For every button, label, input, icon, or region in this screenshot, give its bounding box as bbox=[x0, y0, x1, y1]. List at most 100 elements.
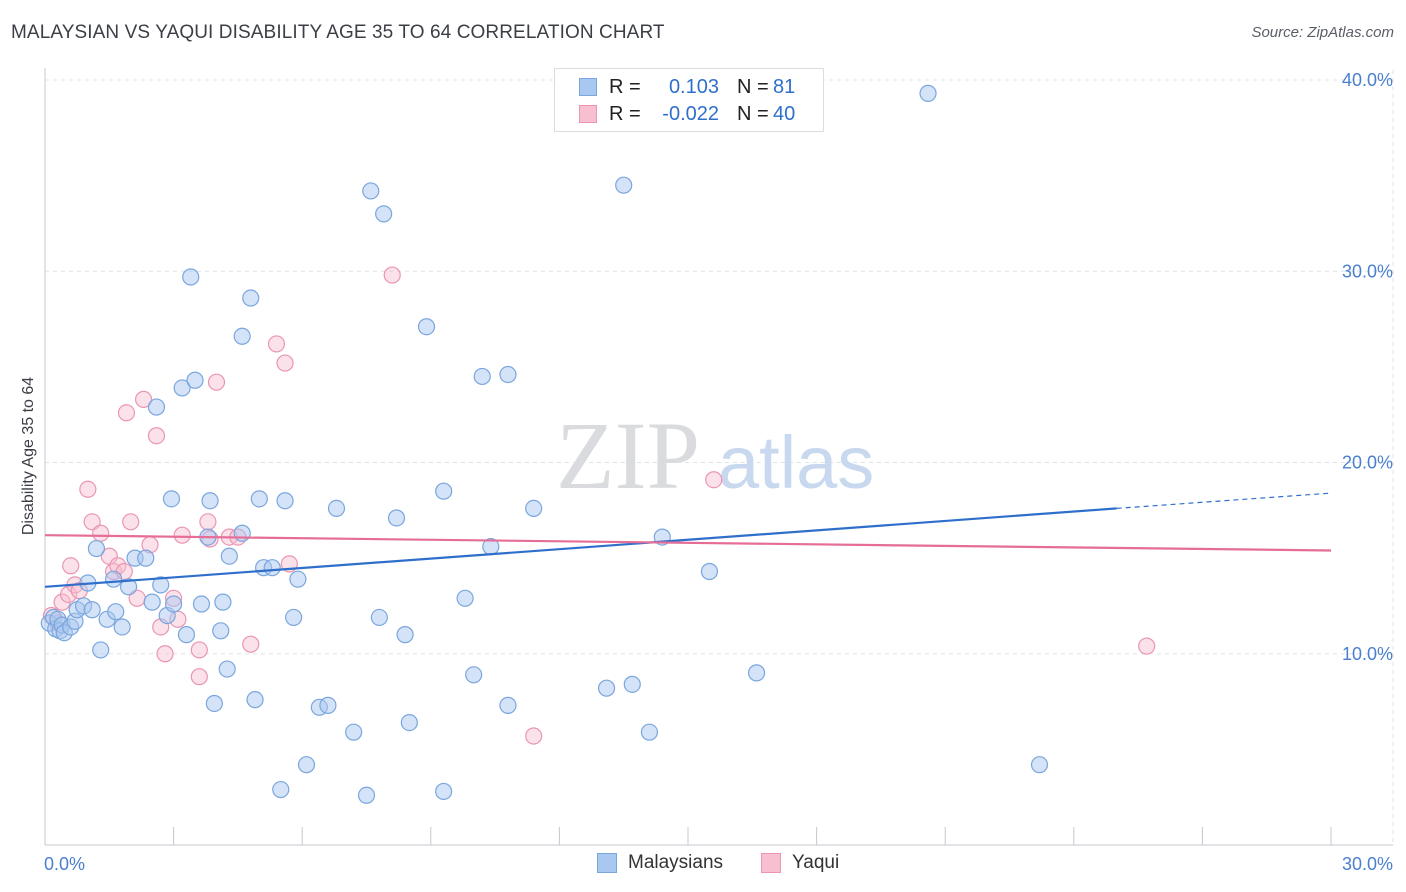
malaysians-point bbox=[182, 268, 200, 286]
malaysians-point bbox=[205, 694, 223, 713]
malaysians-point bbox=[499, 365, 517, 384]
malaysians-point bbox=[186, 371, 204, 389]
yaqui-point bbox=[147, 427, 166, 445]
source-label: Source: ZipAtlas.com bbox=[1251, 24, 1394, 41]
legend-swatch-yaqui bbox=[579, 105, 597, 123]
malaysians-point bbox=[177, 626, 196, 644]
legend-r-label: R = bbox=[609, 75, 641, 98]
yaqui-point bbox=[156, 645, 174, 663]
malaysians-point bbox=[250, 490, 268, 508]
x-tick-label: 30.0% bbox=[1342, 854, 1393, 874]
yaqui-point bbox=[59, 585, 78, 604]
malaysians-point bbox=[456, 589, 474, 607]
malaysians-point bbox=[165, 595, 183, 613]
malaysians-trend-line bbox=[44, 507, 1117, 588]
legend-n-label: N = bbox=[737, 75, 769, 98]
malaysians-point bbox=[263, 559, 281, 577]
malaysians-point bbox=[345, 723, 363, 741]
yaqui-point bbox=[705, 471, 723, 489]
malaysians-point bbox=[233, 327, 251, 345]
malaysians-point bbox=[435, 482, 453, 500]
legend-label-yaqui: Yaqui bbox=[792, 852, 840, 873]
x-tick-labels: 0.0% 30.0% bbox=[44, 854, 1393, 874]
malaysians-point bbox=[107, 603, 125, 621]
yaqui-point bbox=[207, 373, 226, 391]
yaqui-point bbox=[1138, 637, 1156, 655]
malaysians-points bbox=[40, 84, 1049, 804]
malaysians-point bbox=[435, 782, 453, 801]
chart-title: MALAYSIAN VS YAQUI DISABILITY AGE 35 TO … bbox=[11, 22, 665, 43]
malaysians-point bbox=[700, 562, 719, 581]
malaysians-point bbox=[1030, 756, 1049, 774]
yaqui-point bbox=[117, 404, 136, 422]
malaysians-point bbox=[289, 570, 307, 588]
legend-label-malaysians: Malaysians bbox=[628, 852, 724, 873]
legend-r-value: -0.022 bbox=[662, 102, 719, 125]
axes bbox=[44, 68, 1393, 846]
legend-swatch-yaqui bbox=[761, 853, 781, 873]
legend-item-yaqui[interactable]: Yaqui bbox=[761, 852, 839, 874]
malaysians-point bbox=[83, 601, 101, 619]
x-tick-label: 0.0% bbox=[44, 854, 85, 874]
yaqui-trend-line bbox=[44, 534, 1332, 552]
malaysians-point bbox=[357, 786, 376, 804]
yaqui-point bbox=[383, 266, 401, 284]
malaysians-point bbox=[218, 660, 236, 678]
watermark-zip: ZIP bbox=[556, 402, 700, 509]
yaqui-point bbox=[242, 635, 260, 653]
malaysians-point bbox=[192, 595, 211, 613]
malaysians-point bbox=[242, 289, 260, 307]
malaysians-point bbox=[214, 593, 232, 611]
correlation-legend: R = 0.103 N = 81 R = -0.022 N = 40 bbox=[554, 68, 824, 132]
legend-item-malaysians[interactable]: Malaysians bbox=[597, 852, 723, 874]
y-tick-labels: 10.0% 20.0% 30.0% 40.0% bbox=[1342, 70, 1393, 664]
legend-row-malaysians: R = 0.103 N = 81 bbox=[579, 74, 795, 100]
malaysians-point bbox=[143, 593, 161, 611]
legend-row-yaqui: R = -0.022 N = 40 bbox=[579, 101, 795, 127]
malaysians-point bbox=[327, 499, 346, 517]
legend-swatch-malaysians bbox=[579, 78, 597, 96]
malaysians-point bbox=[499, 696, 517, 714]
malaysians-point bbox=[919, 84, 937, 102]
watermark: ZIP atlas bbox=[556, 402, 874, 509]
malaysians-point bbox=[615, 176, 633, 194]
legend-r-value: 0.103 bbox=[668, 75, 719, 98]
malaysians-trend-extension bbox=[1116, 492, 1332, 509]
yaqui-point bbox=[79, 480, 97, 498]
malaysians-point bbox=[362, 182, 380, 200]
series-legend: Malaysians Yaqui bbox=[0, 852, 1406, 878]
malaysians-point bbox=[285, 608, 303, 627]
y-tick-label: 20.0% bbox=[1342, 453, 1393, 473]
malaysians-point bbox=[119, 578, 138, 596]
yaqui-point bbox=[92, 524, 110, 542]
yaqui-point bbox=[62, 557, 80, 575]
malaysians-point bbox=[147, 398, 166, 416]
malaysians-point bbox=[233, 524, 251, 542]
malaysians-point bbox=[319, 696, 337, 714]
gridlines bbox=[45, 70, 1394, 845]
yaqui-point bbox=[134, 390, 153, 408]
legend-n-value: 81 bbox=[773, 75, 796, 98]
malaysians-point bbox=[623, 675, 641, 693]
malaysians-point bbox=[212, 622, 230, 640]
y-tick-label: 30.0% bbox=[1342, 261, 1393, 281]
malaysians-point bbox=[104, 570, 123, 588]
malaysians-point bbox=[375, 205, 393, 223]
malaysians-point bbox=[465, 666, 483, 684]
yaqui-point bbox=[525, 727, 543, 745]
malaysians-point bbox=[173, 379, 191, 397]
malaysians-point bbox=[137, 549, 155, 567]
legend-n-value: 40 bbox=[773, 102, 796, 125]
yaqui-point bbox=[190, 641, 208, 659]
malaysians-point bbox=[152, 576, 170, 594]
yaqui-point bbox=[190, 668, 208, 686]
malaysians-point bbox=[272, 780, 290, 799]
yaqui-point bbox=[83, 513, 101, 531]
malaysians-point bbox=[387, 509, 406, 527]
watermark-atlas: atlas bbox=[718, 421, 874, 504]
legend-r-label: R = bbox=[609, 102, 641, 125]
yaqui-point bbox=[122, 513, 140, 531]
malaysians-point bbox=[525, 499, 543, 517]
malaysians-point bbox=[276, 492, 294, 510]
